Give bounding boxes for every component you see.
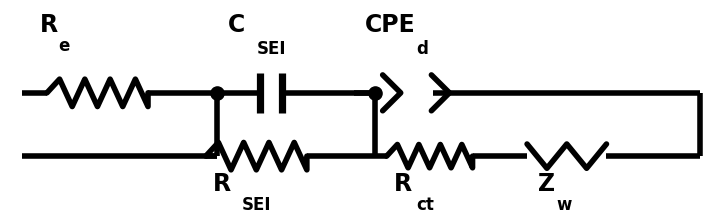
Text: R: R xyxy=(40,13,58,37)
Text: SEI: SEI xyxy=(242,196,271,211)
Text: Z: Z xyxy=(538,172,555,196)
Text: SEI: SEI xyxy=(257,39,287,58)
Text: C: C xyxy=(227,13,245,37)
Point xyxy=(211,91,222,95)
Text: R: R xyxy=(213,172,231,196)
Text: w: w xyxy=(556,196,571,211)
Text: d: d xyxy=(416,39,427,58)
Text: R: R xyxy=(393,172,412,196)
Text: ct: ct xyxy=(416,196,434,211)
Text: CPE: CPE xyxy=(365,13,415,37)
Point xyxy=(370,91,381,95)
Text: e: e xyxy=(58,37,69,55)
